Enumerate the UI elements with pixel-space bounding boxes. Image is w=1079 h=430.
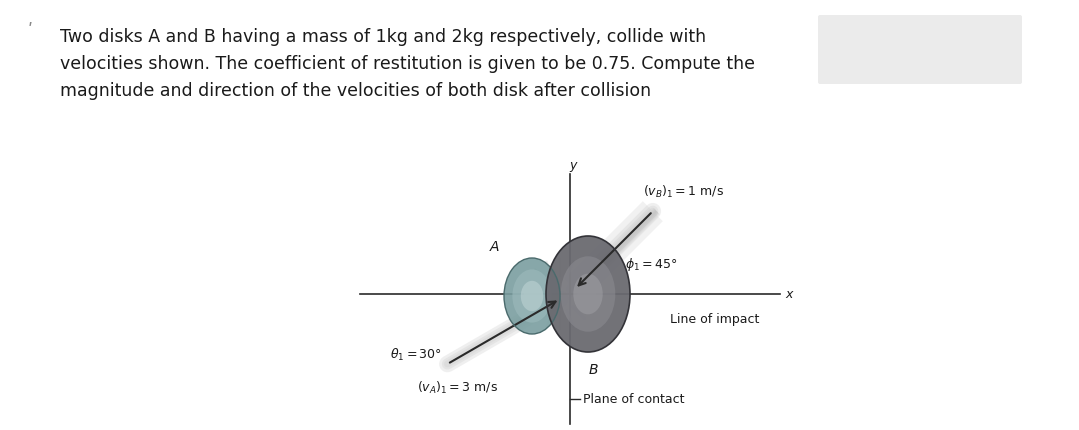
Text: $(v_B)_1 = 1$ m/s: $(v_B)_1 = 1$ m/s [643,184,724,200]
Text: $\phi_1 = 45°$: $\phi_1 = 45°$ [625,256,678,273]
Text: A: A [490,240,498,253]
Ellipse shape [504,258,560,334]
Text: magnitude and direction of the velocities of both disk after collision: magnitude and direction of the velocitie… [60,82,651,100]
Text: Line of impact: Line of impact [670,312,760,325]
Ellipse shape [561,257,615,332]
Ellipse shape [546,237,630,352]
Text: x: x [786,288,792,301]
Ellipse shape [573,274,603,315]
Text: B: B [588,362,598,376]
Polygon shape [565,202,663,299]
Ellipse shape [513,270,551,323]
Text: Two disks A and B having a mass of 1kg and 2kg respectively, collide with: Two disks A and B having a mass of 1kg a… [60,28,706,46]
Text: y: y [570,159,576,172]
Text: $(v_A)_1 = 3$ m/s: $(v_A)_1 = 3$ m/s [418,379,498,395]
Text: velocities shown. The coefficient of restitution is given to be 0.75. Compute th: velocities shown. The coefficient of res… [60,55,755,73]
Text: $\theta_1 = 30°$: $\theta_1 = 30°$ [391,346,442,362]
FancyBboxPatch shape [818,16,1022,85]
Text: Plane of contact: Plane of contact [583,393,684,405]
Ellipse shape [521,281,543,311]
Text: ʹ: ʹ [28,22,33,40]
